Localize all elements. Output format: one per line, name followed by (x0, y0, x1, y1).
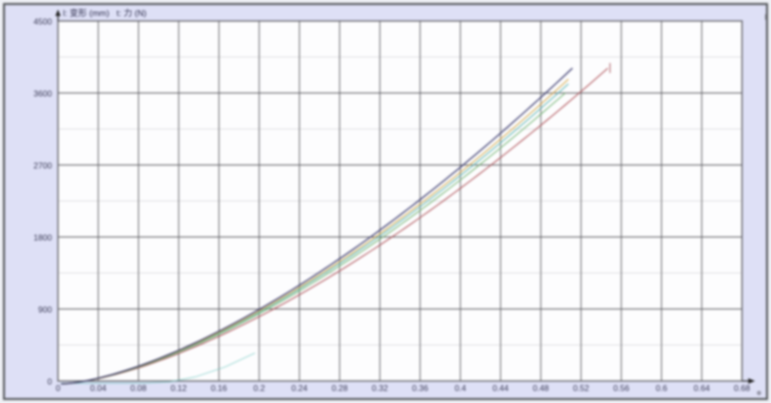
svg-text:l: 变形 (mm) t: 力 (N): l: 变形 (mm) t: 力 (N) (63, 7, 147, 18)
svg-text:0.44: 0.44 (493, 383, 510, 393)
svg-text:0.6: 0.6 (656, 383, 668, 393)
svg-text:1800: 1800 (34, 233, 53, 243)
svg-text:0.36: 0.36 (412, 383, 429, 393)
svg-text:0.2: 0.2 (253, 383, 265, 393)
svg-text:0: 0 (47, 377, 52, 387)
svg-text:0.68: 0.68 (734, 383, 751, 393)
svg-text:0.24: 0.24 (291, 383, 308, 393)
svg-text:0.28: 0.28 (332, 383, 349, 393)
svg-text:4500: 4500 (34, 17, 53, 27)
svg-text:0.16: 0.16 (211, 383, 228, 393)
svg-text:0.48: 0.48 (533, 383, 550, 393)
svg-text:0.64: 0.64 (694, 383, 711, 393)
svg-text:2700: 2700 (34, 161, 53, 171)
svg-text:0.56: 0.56 (613, 383, 630, 393)
svg-text:0.4: 0.4 (455, 383, 467, 393)
svg-text:3600: 3600 (34, 89, 53, 99)
svg-text:0.08: 0.08 (130, 383, 147, 393)
svg-text:0.04: 0.04 (90, 383, 107, 393)
svg-text:0: 0 (56, 383, 61, 393)
svg-text:900: 900 (38, 305, 52, 315)
svg-text:0.12: 0.12 (171, 383, 188, 393)
svg-text:0.52: 0.52 (573, 383, 590, 393)
svg-text:0.32: 0.32 (372, 383, 389, 393)
